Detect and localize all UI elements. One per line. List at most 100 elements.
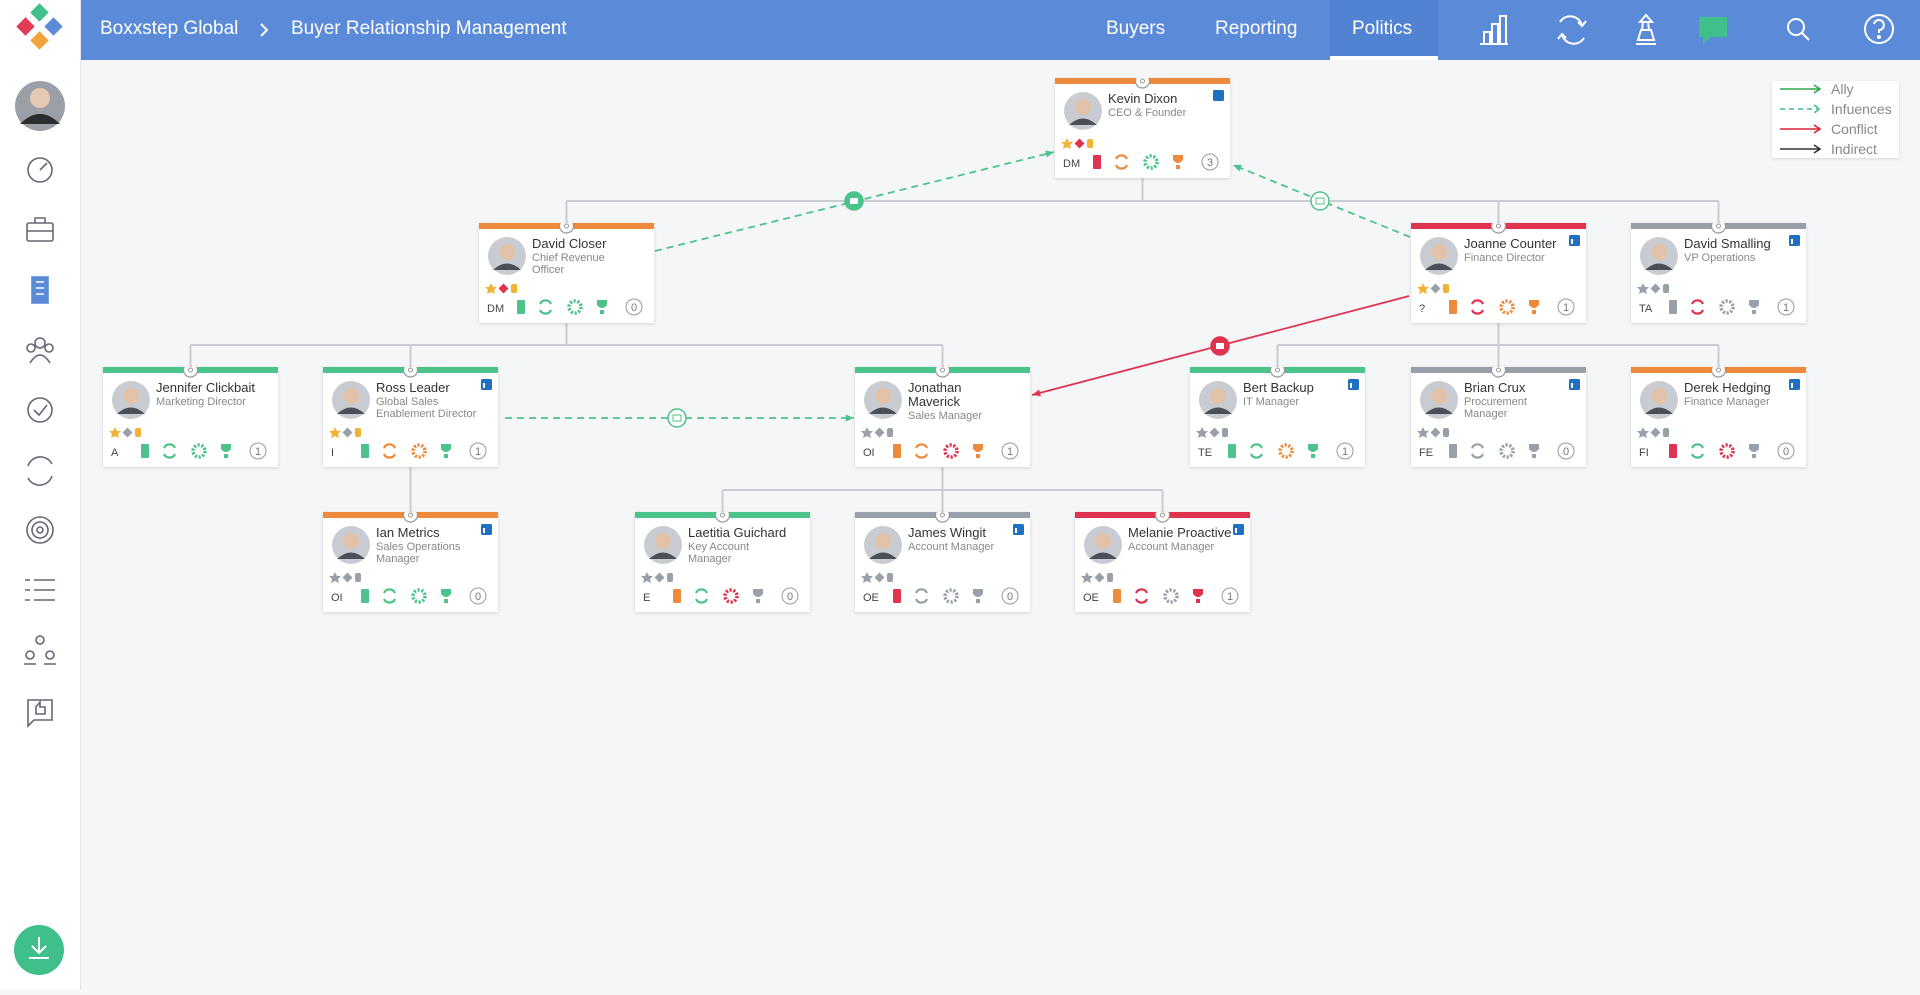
person-name: Ross Leader Global Sales Enablement Direc…: [376, 381, 481, 421]
person-card[interactable]: David Closer Chief Revenue Officer DM 0: [479, 223, 654, 323]
person-card[interactable]: Jennifer Clickbait Marketing Director A 1: [103, 367, 278, 467]
avatar-face: [1651, 244, 1667, 260]
count-circle: [469, 587, 487, 605]
target-icon[interactable]: [26, 516, 54, 544]
linkedin-badge[interactable]: [1789, 235, 1800, 246]
trophy-icon: [1529, 300, 1539, 314]
avatar-body: [1425, 407, 1453, 414]
person-card[interactable]: Laetitia Guichard Key Account Manager E 0: [635, 512, 810, 612]
count-circle: [1557, 442, 1575, 460]
count-circle: [1336, 442, 1354, 460]
relationship-arrow: [1045, 150, 1054, 158]
search-icon[interactable]: [1787, 18, 1810, 41]
person-title: Sales Operations Manager: [376, 541, 461, 565]
trophy-icon: [441, 589, 451, 603]
linkedin-badge[interactable]: [1569, 379, 1580, 390]
comment-bubble[interactable]: [1310, 191, 1330, 211]
checklist-icon[interactable]: [25, 579, 55, 601]
person-title: Key Account Manager: [688, 541, 750, 565]
trophy-icon: [973, 444, 983, 458]
connector-dot: [1716, 367, 1721, 373]
person-card[interactable]: Melanie Proactive Account Manager OE 1: [1075, 512, 1250, 612]
person-card[interactable]: Ian Metrics Sales Operations Manager OI 0: [323, 512, 498, 612]
dashboard-icon[interactable]: [27, 157, 53, 183]
person-card[interactable]: Joanne Counter Finance Director? 1: [1411, 223, 1586, 323]
chat-icon[interactable]: [1699, 17, 1727, 45]
star-icon: [1637, 283, 1649, 294]
trophy-icon: [973, 589, 983, 603]
nav-item[interactable]: Reporting: [1215, 18, 1298, 39]
connector-dot: [1716, 223, 1721, 229]
count-circle: [1001, 587, 1019, 605]
avatar-body: [649, 552, 677, 559]
help-icon[interactable]: [1864, 14, 1894, 44]
gear-icon: [1278, 443, 1294, 459]
gear-icon: [1499, 299, 1515, 315]
count-circle: [625, 298, 643, 316]
card-icons: 0: [641, 512, 799, 605]
person-card[interactable]: James Wingit Account Manager OE 0: [855, 512, 1030, 612]
count-circle: [1201, 153, 1219, 171]
linkedin-badge[interactable]: [1233, 524, 1244, 535]
linkedin-badge[interactable]: [1013, 524, 1024, 535]
person-card[interactable]: David Smalling VP Operations TA 1: [1631, 223, 1806, 323]
reports-icon[interactable]: [1480, 15, 1508, 45]
cycle-icon: [1470, 299, 1485, 315]
person-title: Global Sales Enablement Director: [376, 396, 477, 420]
gear-icon: [1499, 443, 1515, 459]
logo[interactable]: [16, 3, 63, 50]
star-icon: [1637, 427, 1649, 438]
breadcrumb-brand[interactable]: Boxxstep Global: [100, 18, 239, 39]
person-card[interactable]: Bert Backup IT Manager TE 1: [1190, 367, 1365, 467]
connector-dot: [720, 512, 725, 518]
person-card[interactable]: Ross Leader Global Sales Enablement Direc…: [323, 367, 498, 467]
diamond-icon: [1074, 138, 1085, 149]
nav-item[interactable]: Politics: [1352, 18, 1413, 39]
check-icon[interactable]: [27, 397, 53, 423]
person-card[interactable]: Jonathan Maverick Sales Manager OI 1: [855, 367, 1030, 467]
interaction-count: 1: [475, 446, 481, 458]
card-icons: 0: [329, 512, 492, 605]
person-name: Laetitia Guichard Key Account Manager: [688, 526, 793, 566]
linkedin-badge[interactable]: [1789, 379, 1800, 390]
buildings-icon[interactable]: [31, 276, 49, 304]
interaction-count: 0: [787, 591, 793, 603]
linkedin-mark: [483, 383, 485, 388]
diamond-icon: [1650, 427, 1661, 438]
org-icon[interactable]: [24, 635, 56, 665]
hand-icon: [1663, 284, 1669, 293]
person-card[interactable]: Derek Hedging Finance Manager FI 0: [1631, 367, 1806, 467]
feedback-icon[interactable]: [27, 699, 53, 728]
cycle-icon: [1134, 588, 1149, 604]
chess-icon[interactable]: [1636, 13, 1656, 45]
breadcrumb-page[interactable]: Buyer Relationship Management: [291, 18, 567, 39]
nav-item[interactable]: Buyers: [1106, 18, 1166, 39]
linkedin-badge[interactable]: [1569, 235, 1580, 246]
star-icon: [329, 427, 341, 438]
person-card[interactable]: Kevin Dixon CEO & Founder DM 3: [1055, 78, 1230, 178]
diamond-icon: [342, 427, 353, 438]
count-circle: [469, 442, 487, 460]
comment-icon: [1315, 197, 1325, 205]
person-card[interactable]: Brian Crux Procurement Manager FE 0: [1411, 367, 1586, 467]
door-icon: [673, 589, 681, 603]
card-icons: 1: [1196, 367, 1359, 460]
user-avatar[interactable]: [15, 81, 65, 131]
linkedin-badge[interactable]: [481, 524, 492, 535]
comment-bubble[interactable]: [667, 408, 687, 428]
linkedin-badge[interactable]: [1348, 379, 1359, 390]
download-button[interactable]: [14, 925, 64, 975]
people-icon[interactable]: [26, 337, 54, 364]
connector-dot: [1275, 367, 1280, 373]
linkedin-badge[interactable]: [481, 379, 492, 390]
avatar-face: [1431, 244, 1447, 260]
buying-role: OI: [863, 447, 875, 459]
linkedin-badge[interactable]: [1213, 90, 1224, 101]
cycle-icon[interactable]: [27, 456, 53, 486]
refresh-icon[interactable]: [1557, 15, 1587, 45]
avatar-face: [1095, 533, 1111, 549]
cycle-icon: [538, 299, 553, 315]
linkedin-mark: [1015, 528, 1017, 533]
briefcase-icon[interactable]: [26, 217, 54, 242]
